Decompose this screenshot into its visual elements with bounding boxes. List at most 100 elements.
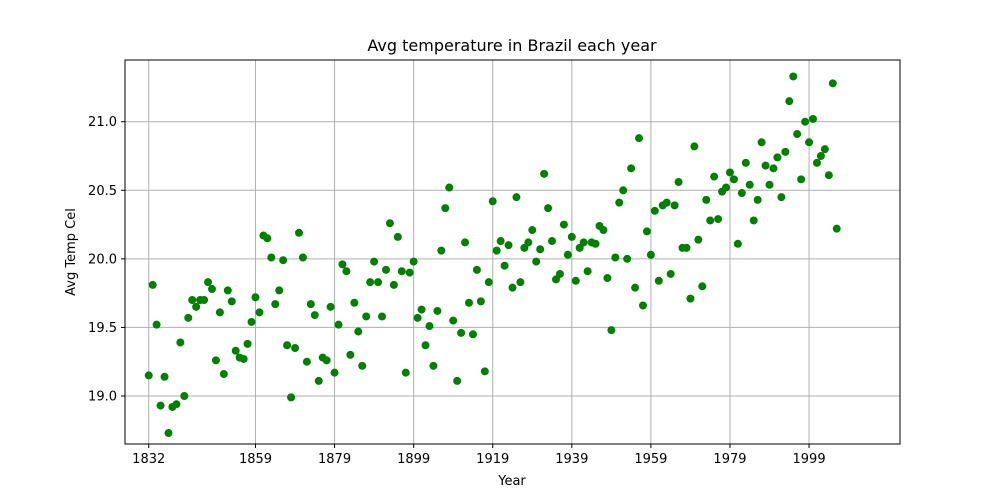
data-point [710, 172, 719, 181]
data-point [397, 267, 406, 276]
gridlines [125, 60, 900, 444]
data-point [591, 239, 600, 248]
data-point [385, 219, 394, 228]
data-point [627, 164, 636, 173]
data-point [789, 72, 798, 81]
data-point [176, 338, 185, 347]
data-point [354, 327, 363, 336]
data-point [686, 294, 695, 303]
data-point [536, 245, 545, 254]
x-tick-label: 1899 [397, 452, 430, 467]
data-point [207, 285, 216, 294]
data-point [378, 312, 387, 321]
data-point [702, 195, 711, 204]
x-tick-label: 1859 [239, 452, 272, 467]
data-point [619, 186, 628, 195]
data-point [670, 201, 679, 210]
data-point [302, 357, 311, 366]
data-point [785, 97, 794, 106]
data-point [476, 297, 485, 306]
data-point [350, 298, 359, 307]
data-point [472, 265, 481, 274]
data-point [239, 354, 248, 363]
data-point [433, 306, 442, 315]
data-point [638, 301, 647, 310]
data-point [607, 326, 616, 335]
data-point [393, 232, 402, 241]
data-point [231, 346, 240, 355]
data-point [812, 158, 821, 167]
data-point [488, 197, 497, 206]
data-point [457, 328, 466, 337]
data-point [797, 175, 806, 184]
data-point [291, 344, 300, 352]
data-point [417, 305, 426, 314]
data-point [733, 239, 742, 248]
data-point [441, 204, 450, 213]
x-tick-label: 1979 [713, 452, 746, 467]
data-point [211, 356, 220, 365]
data-point [465, 298, 474, 307]
y-tick-label: 19.5 [88, 321, 117, 336]
data-point [366, 278, 375, 287]
data-point [765, 180, 774, 189]
data-point [722, 183, 731, 192]
data-point [500, 261, 509, 270]
data-point [461, 238, 470, 247]
data-point [496, 237, 505, 246]
data-point [769, 164, 778, 173]
data-point [737, 189, 746, 198]
data-point [192, 302, 201, 311]
data-point [263, 234, 272, 243]
data-point [306, 300, 315, 309]
data-point [401, 368, 410, 377]
data-point [753, 195, 762, 204]
data-point [492, 246, 501, 255]
data-point [820, 145, 829, 154]
data-point [524, 238, 533, 247]
data-point [516, 278, 525, 287]
data-point [635, 134, 644, 143]
data-point [741, 158, 750, 167]
data-point [370, 257, 379, 266]
data-point [828, 79, 837, 88]
data-point [816, 152, 825, 160]
data-point [310, 311, 319, 320]
data-point [215, 308, 224, 317]
y-tick-label: 20.0 [88, 252, 117, 267]
data-point [223, 286, 232, 295]
data-point [429, 361, 438, 370]
data-point [611, 253, 620, 262]
data-point [330, 368, 339, 377]
data-point [504, 241, 513, 250]
data-point [555, 269, 564, 278]
data-point [801, 117, 810, 126]
data-point [389, 280, 398, 289]
data-point [773, 153, 782, 162]
y-axis-label: Avg Temp Cel [64, 208, 79, 296]
data-point [761, 161, 770, 170]
x-tick-label: 1999 [793, 452, 826, 467]
data-point [413, 313, 422, 322]
data-point [757, 138, 766, 147]
data-point [623, 254, 632, 263]
data-point [409, 257, 418, 266]
data-point [156, 401, 165, 410]
data-point [729, 175, 738, 184]
data-point [449, 316, 458, 325]
data-point [777, 193, 786, 202]
data-point [714, 215, 723, 224]
data-point [682, 243, 691, 252]
data-point [674, 178, 683, 187]
data-point [805, 138, 814, 147]
data-point [646, 250, 655, 259]
data-point [698, 282, 707, 291]
data-point [294, 228, 303, 237]
data-point [809, 114, 818, 123]
data-point [314, 376, 323, 385]
data-point [484, 278, 493, 287]
data-point [583, 267, 592, 276]
data-point [204, 278, 213, 287]
data-point [243, 339, 252, 348]
